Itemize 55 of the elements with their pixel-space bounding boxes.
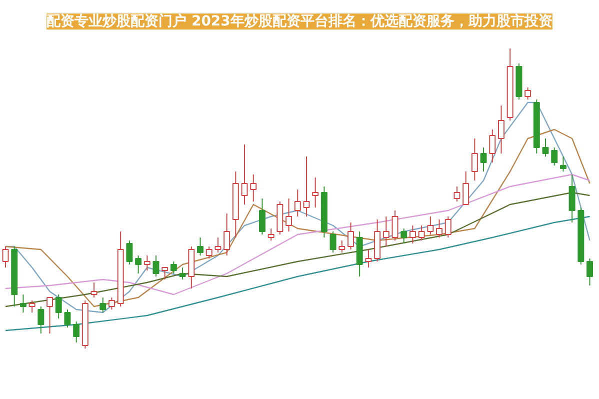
candlestick <box>206 246 212 259</box>
candlestick <box>427 216 434 235</box>
candlestick <box>268 228 274 241</box>
candlestick <box>250 174 257 202</box>
candlestick <box>312 177 319 208</box>
candlestick <box>126 240 133 265</box>
candlestick <box>108 297 115 310</box>
candlestick <box>28 300 36 313</box>
candlestick <box>294 189 301 217</box>
candlestick <box>152 255 160 277</box>
candlestick <box>454 186 460 202</box>
candlestick <box>241 144 248 205</box>
candlestick <box>480 147 487 172</box>
candlestick <box>400 228 408 244</box>
candlestick <box>409 225 416 244</box>
candlestick <box>100 297 106 313</box>
candlestick <box>489 129 496 163</box>
candlestick <box>560 156 566 172</box>
candlestick <box>471 138 478 181</box>
candlestick <box>338 240 346 253</box>
candlestick <box>498 105 504 154</box>
candlestick <box>73 321 80 343</box>
candlestick <box>258 198 266 235</box>
candlestick <box>179 267 186 280</box>
candlestick <box>144 255 150 271</box>
candlestick <box>38 306 44 334</box>
candlestick <box>586 258 594 286</box>
candlestick <box>46 297 54 334</box>
candlestick <box>214 237 222 253</box>
candlestick <box>542 138 549 157</box>
candlestick <box>90 282 98 298</box>
candlestick <box>365 249 372 268</box>
candlestick <box>568 174 576 223</box>
candlestick <box>55 294 62 319</box>
candlestick <box>444 216 452 238</box>
candlestick <box>170 261 177 274</box>
candlestick <box>392 210 398 241</box>
candlestick <box>524 87 532 100</box>
candlestick <box>197 237 204 256</box>
candlestick <box>382 216 390 247</box>
candlestick <box>551 147 558 166</box>
candlestick <box>64 309 71 328</box>
candlestick <box>224 213 230 256</box>
chart-title: 配资专业炒股配资门户 2023年炒股配资平台排名：优选配资服务，助力股市投资 <box>46 12 552 30</box>
candlestick <box>162 267 168 280</box>
candlestick <box>286 198 292 232</box>
candlestick <box>418 225 425 241</box>
candlestick <box>330 231 336 253</box>
candlestick <box>348 222 354 250</box>
candlestick <box>135 255 142 274</box>
candlestick <box>436 219 443 238</box>
candlestick <box>2 246 9 268</box>
candlestick <box>303 156 310 217</box>
candlestick <box>462 171 470 205</box>
candlestick <box>20 294 26 313</box>
